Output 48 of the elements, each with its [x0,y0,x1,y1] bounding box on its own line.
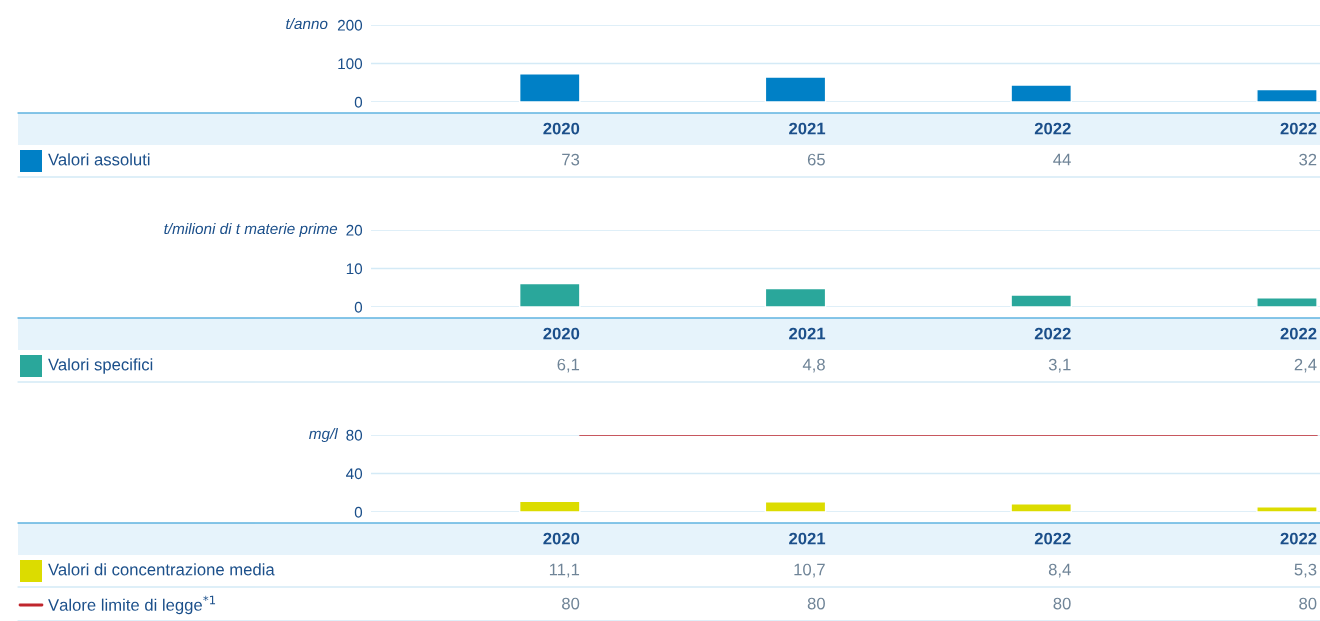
data-label: 11,1 [549,563,580,578]
y-tick-label: 0 [354,96,363,108]
legend-label: Valori assoluti [48,153,150,166]
y-axis-title: mg/l [309,427,339,443]
category-label: 2022 [1034,122,1071,135]
category-label: 2020 [543,327,580,340]
bar [518,73,581,102]
category-label: 2020 [543,532,580,545]
bar [1010,84,1073,102]
data-label: 65 [807,153,825,166]
data-label: 80 [1053,597,1071,610]
legend-label: Valori di concentrazione media [48,563,275,576]
data-label: 5,3 [1294,563,1317,578]
y-tick-label: 0 [354,301,363,313]
y-tick-label: 20 [346,224,363,236]
category-label: 2021 [789,532,826,545]
y-tick-label: 100 [338,58,363,70]
data-label: 6,1 [557,358,580,373]
y-tick-label: 0 [354,506,363,518]
data-label: 80 [1299,597,1317,610]
category-label: 2022 [1034,532,1071,545]
y-axis-title: t/milioni di t materie prime [164,222,338,238]
category-label: 2020 [543,122,580,135]
legend-label: Valori specifici [48,358,153,374]
bar [1256,88,1318,102]
category-label: 2022 [1280,532,1317,545]
category-label: 2022 [1280,327,1317,340]
y-tick-label: 80 [346,429,363,441]
data-label: 44 [1053,153,1071,166]
data-label: 3,1 [1048,358,1071,373]
category-label: 2021 [789,122,826,135]
data-label: 2,4 [1294,358,1317,373]
bar [764,76,827,102]
data-label: 80 [562,597,580,610]
category-label: 2022 [1034,327,1071,340]
y-tick-label: 10 [346,263,363,275]
data-label: 10,7 [794,563,825,578]
data-label: 80 [807,597,825,610]
data-label: 32 [1299,153,1317,166]
y-tick-label: 200 [337,19,363,31]
y-axis-title: t/anno [286,17,328,30]
data-label: 73 [562,153,580,166]
legend-label: Valore limite di legge$^{*1}$ [48,595,216,615]
category-label: 2021 [789,327,826,340]
category-label: 2022 [1280,122,1317,135]
data-label: 4,8 [802,358,825,373]
data-label: 8,4 [1048,563,1071,578]
y-tick-label: 40 [346,468,363,480]
